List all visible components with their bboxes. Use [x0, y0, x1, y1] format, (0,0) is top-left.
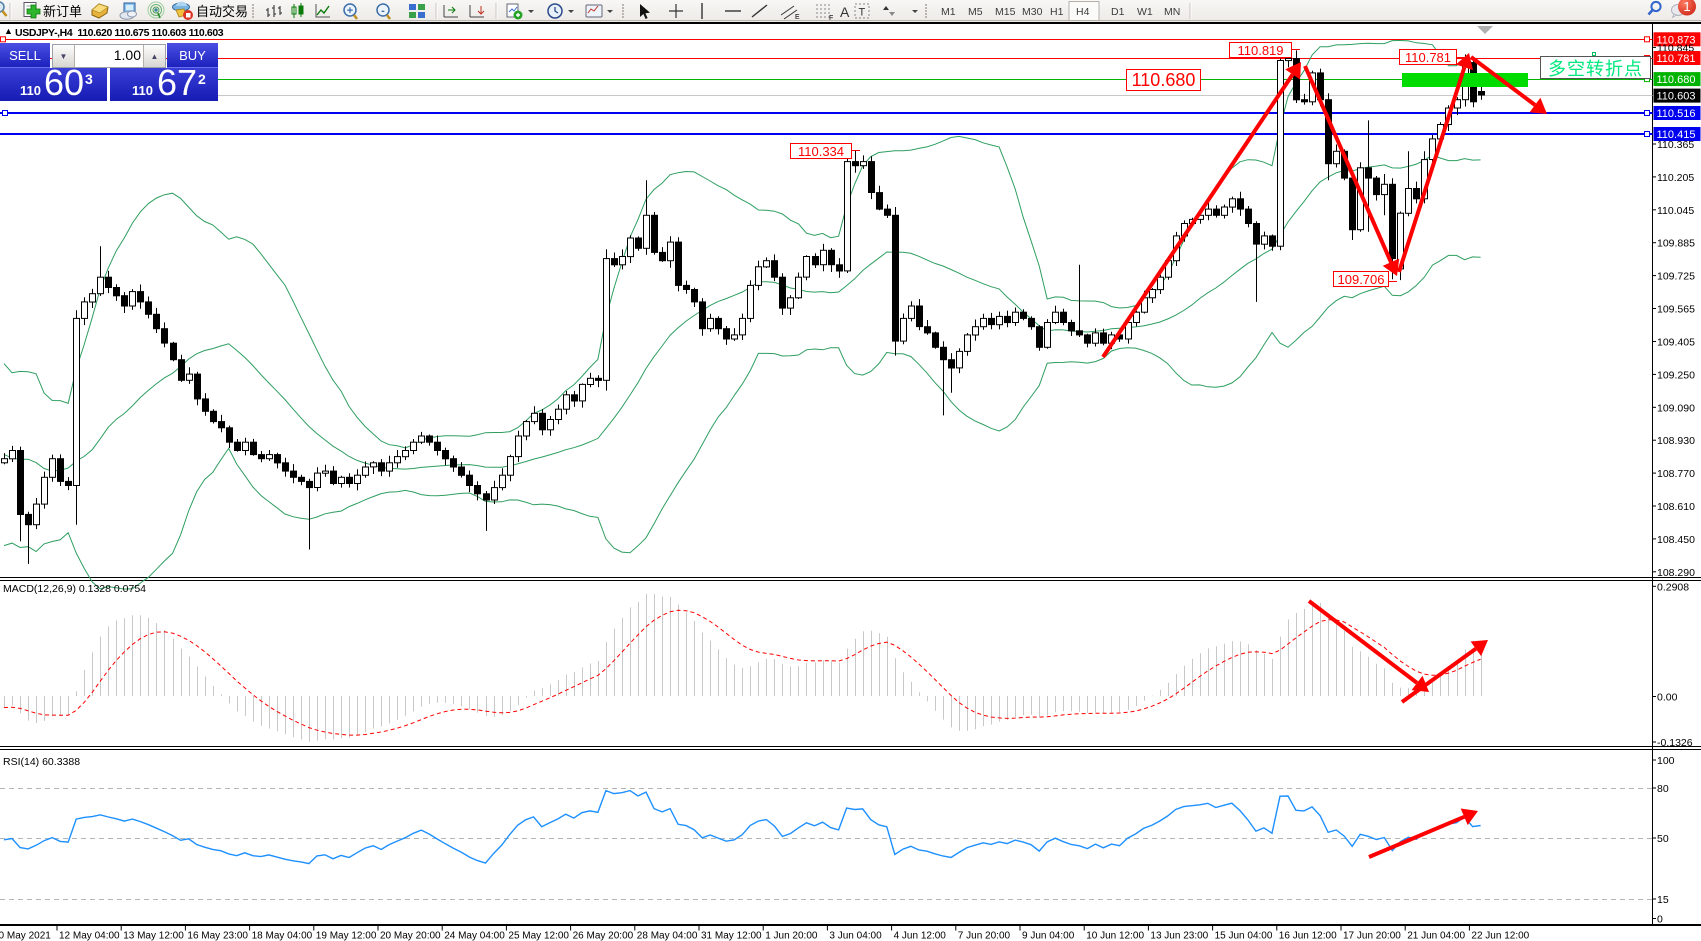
svg-text:18 May 04:00: 18 May 04:00 — [252, 931, 313, 941]
svg-text:28 May 04:00: 28 May 04:00 — [637, 931, 698, 941]
svg-text:109.565: 109.565 — [1657, 304, 1695, 316]
svg-text:110.516: 110.516 — [1657, 108, 1696, 120]
svg-text:31 May 12:00: 31 May 12:00 — [701, 931, 762, 941]
svg-text:D1: D1 — [1111, 6, 1125, 18]
svg-text:0.00: 0.00 — [1657, 692, 1678, 704]
svg-text:W1: W1 — [1137, 6, 1153, 18]
svg-text:25 May 12:00: 25 May 12:00 — [508, 931, 569, 941]
svg-text:16 Jun 12:00: 16 Jun 12:00 — [1279, 931, 1337, 941]
svg-text:16 May 23:00: 16 May 23:00 — [187, 931, 248, 941]
svg-text:新订单: 新订单 — [43, 4, 82, 19]
svg-text:MN: MN — [1164, 6, 1180, 18]
svg-text:108.610: 108.610 — [1657, 501, 1695, 513]
svg-text:108.770: 108.770 — [1657, 468, 1695, 480]
svg-text:26 May 20:00: 26 May 20:00 — [573, 931, 634, 941]
svg-text:13 May 12:00: 13 May 12:00 — [123, 931, 184, 941]
svg-text:110.873: 110.873 — [1657, 34, 1696, 46]
svg-text:T: T — [859, 7, 866, 19]
svg-text:110.603: 110.603 — [1657, 91, 1696, 103]
svg-text:10 Jun 12:00: 10 Jun 12:00 — [1086, 931, 1144, 941]
svg-text:108.290: 108.290 — [1657, 567, 1695, 579]
svg-text:100: 100 — [1657, 755, 1675, 767]
svg-text:自动交易: 自动交易 — [196, 4, 248, 19]
svg-text:M15: M15 — [995, 6, 1016, 18]
svg-text:24 May 04:00: 24 May 04:00 — [444, 931, 505, 941]
svg-text:M5: M5 — [968, 6, 983, 18]
svg-text:3 Jun 04:00: 3 Jun 04:00 — [829, 931, 882, 941]
svg-text:H4: H4 — [1076, 6, 1090, 18]
svg-text:10 May 2021: 10 May 2021 — [0, 931, 51, 941]
svg-text:110.045: 110.045 — [1657, 205, 1694, 217]
svg-text:109.250: 109.250 — [1657, 369, 1695, 381]
svg-text:+: + — [347, 5, 353, 17]
svg-text:15 Jun 04:00: 15 Jun 04:00 — [1215, 931, 1273, 941]
svg-text:4 Jun 12:00: 4 Jun 12:00 — [894, 931, 947, 941]
svg-text:80: 80 — [1657, 783, 1669, 795]
svg-text:7 Jun 20:00: 7 Jun 20:00 — [958, 931, 1011, 941]
svg-text:A: A — [840, 4, 850, 20]
svg-text:110.781: 110.781 — [1657, 53, 1696, 65]
svg-text:12 May 04:00: 12 May 04:00 — [59, 931, 120, 941]
svg-text:19 May 12:00: 19 May 12:00 — [316, 931, 377, 941]
svg-text:110.205: 110.205 — [1657, 172, 1694, 184]
svg-text:1 Jun 20:00: 1 Jun 20:00 — [765, 931, 818, 941]
svg-text:109.725: 109.725 — [1657, 271, 1695, 283]
svg-text:-: - — [381, 5, 385, 17]
svg-text:108.930: 108.930 — [1657, 435, 1695, 447]
svg-text:F: F — [829, 15, 833, 22]
svg-text:1: 1 — [1683, 0, 1690, 14]
svg-text:0: 0 — [1657, 914, 1663, 926]
svg-text:M30: M30 — [1022, 6, 1043, 18]
svg-text:9 Jun 04:00: 9 Jun 04:00 — [1022, 931, 1075, 941]
svg-text:0.2908: 0.2908 — [1657, 581, 1689, 593]
svg-text:108.450: 108.450 — [1657, 534, 1695, 546]
svg-text:E: E — [795, 14, 800, 21]
svg-text:H1: H1 — [1050, 6, 1064, 18]
svg-text:110.680: 110.680 — [1657, 74, 1696, 86]
svg-text:109.885: 109.885 — [1657, 238, 1695, 250]
svg-text:109.405: 109.405 — [1657, 337, 1695, 349]
svg-text:M1: M1 — [941, 6, 956, 18]
svg-text:110.365: 110.365 — [1657, 139, 1694, 151]
svg-text:21 Jun 04:00: 21 Jun 04:00 — [1407, 931, 1465, 941]
svg-text:50: 50 — [1657, 833, 1669, 845]
svg-text:13 Jun 23:00: 13 Jun 23:00 — [1150, 931, 1208, 941]
svg-text:22 Jun 12:00: 22 Jun 12:00 — [1471, 931, 1529, 941]
svg-text:110.415: 110.415 — [1657, 129, 1696, 141]
svg-text:109.090: 109.090 — [1657, 402, 1695, 414]
svg-text:20 May 20:00: 20 May 20:00 — [380, 931, 441, 941]
svg-text:17 Jun 20:00: 17 Jun 20:00 — [1343, 931, 1401, 941]
svg-text:-0.1326: -0.1326 — [1657, 737, 1693, 749]
svg-text:15: 15 — [1657, 894, 1669, 906]
